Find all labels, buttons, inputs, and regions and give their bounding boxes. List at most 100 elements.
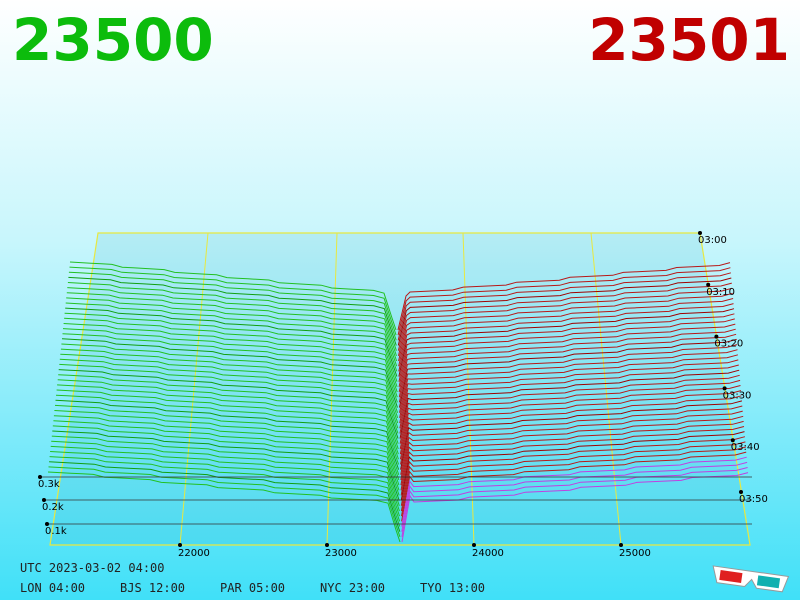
- ask-curve: [400, 436, 746, 506]
- ask-price: 23501: [588, 6, 790, 74]
- price-dot: [472, 543, 476, 547]
- price-label: 25000: [619, 548, 651, 559]
- ask-curve: [399, 349, 738, 419]
- bid-curve: [50, 451, 401, 522]
- time-label: 03:40: [731, 442, 760, 453]
- bid-curve: [57, 379, 399, 450]
- bid-curve: [59, 363, 399, 434]
- depth-dot: [38, 475, 42, 479]
- bid-curve: [51, 440, 400, 512]
- ask-curve: [398, 292, 733, 362]
- price-label: 24000: [472, 548, 504, 559]
- bid-curve: [65, 302, 398, 372]
- ask-curve: [400, 410, 743, 481]
- bid-curve: [69, 266, 397, 336]
- ask-curve: [397, 282, 732, 351]
- bid-curve: [65, 307, 398, 377]
- time-dot: [714, 334, 719, 339]
- bid-curve: [62, 333, 398, 403]
- ask-curve: [399, 379, 741, 450]
- grid-line: [179, 232, 209, 546]
- ask-curve: [399, 369, 740, 439]
- time-label: 03:10: [706, 287, 735, 298]
- ask-curve: [399, 354, 739, 424]
- time-dot: [706, 282, 711, 287]
- bid-curve: [61, 338, 398, 408]
- price-label: 23000: [325, 548, 357, 559]
- ask-curve: [401, 456, 747, 527]
- ask-curve: [401, 461, 748, 532]
- bid-curve: [48, 466, 401, 537]
- bid-curve: [52, 430, 400, 501]
- ask-curve: [398, 298, 734, 367]
- bid-curve: [53, 420, 400, 491]
- clock: PAR 05:00: [220, 581, 285, 595]
- ask-curve: [398, 318, 735, 387]
- time-label: 03:30: [723, 390, 752, 401]
- ask-curve: [400, 415, 744, 486]
- bid-curve: [60, 348, 399, 419]
- time-dot: [722, 386, 727, 391]
- depth-label: 0.2k: [42, 502, 64, 513]
- ask-curve: [400, 400, 743, 470]
- ask-curve: [400, 441, 746, 512]
- bid-curve: [49, 461, 401, 532]
- ask-curve: [400, 395, 742, 465]
- bid-curve: [64, 312, 398, 382]
- bid-curve: [57, 384, 399, 455]
- time-dot: [698, 231, 702, 235]
- bid-curve: [66, 292, 398, 362]
- ask-curve: [398, 328, 736, 398]
- bid-curve: [59, 358, 399, 429]
- bid-curve: [67, 287, 397, 357]
- utc-time: UTC 2023-03-02 04:00: [20, 561, 165, 575]
- bid-curve: [55, 399, 400, 470]
- bid-curve: [58, 369, 399, 439]
- price-dot: [325, 543, 329, 547]
- time-dot: [730, 438, 735, 443]
- price-dot: [178, 543, 182, 547]
- ask-curve: [399, 344, 738, 413]
- bid-curve: [68, 276, 397, 346]
- time-label: 03:20: [714, 339, 743, 350]
- bid-curve: [62, 328, 398, 398]
- ask-curve: [398, 308, 735, 377]
- ask-curve: [398, 333, 737, 403]
- bid-curve: [53, 415, 400, 486]
- ask-curve: [399, 385, 741, 455]
- bid-curve: [56, 389, 399, 460]
- clock: NYC 23:00: [320, 581, 385, 595]
- clock: TYO 13:00: [420, 581, 485, 595]
- bid-curve: [64, 317, 398, 388]
- ask-curve: [397, 262, 731, 331]
- bid-curve: [61, 343, 399, 413]
- clock: BJS 12:00: [120, 581, 185, 595]
- ask-curve: [398, 287, 733, 356]
- bid-curve: [55, 394, 400, 465]
- ask-curve: [400, 426, 745, 496]
- ask-curve: [401, 446, 746, 517]
- 3d-glasses-icon[interactable]: [711, 565, 790, 593]
- bid-curve: [54, 404, 400, 475]
- axis-labels: 0.3k 0.2k 0.1k 22000 23000 24000 25000 03:00 03:…: [38, 231, 768, 559]
- bid-curve: [67, 282, 397, 351]
- price-dot: [619, 543, 623, 547]
- bid-curve: [52, 425, 400, 496]
- lens-cyan: [756, 575, 781, 589]
- bid-price: 23500: [12, 6, 214, 74]
- ask-curve: [401, 451, 747, 522]
- ask-curve: [397, 272, 732, 341]
- ask-curve: [400, 431, 745, 501]
- depth-label: 0.1k: [45, 526, 67, 537]
- clocks: LON 04:00 BJS 12:00 PAR 05:00 NYC 23:00 TYO …: [20, 581, 485, 595]
- bid-curve: [68, 271, 397, 341]
- ask-curve: [400, 420, 744, 491]
- ask-curve: [398, 303, 734, 372]
- bid-curve: [58, 374, 399, 444]
- ask-curve: [397, 277, 732, 346]
- bid-curve: [66, 297, 398, 367]
- ask-curve: [399, 374, 740, 444]
- bid-curve: [54, 410, 400, 481]
- bid-curve: [63, 323, 398, 393]
